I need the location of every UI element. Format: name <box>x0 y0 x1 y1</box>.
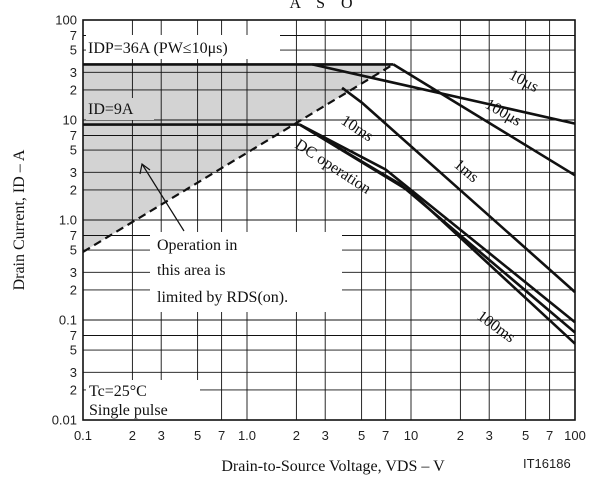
condition-tc: Tc=25°C <box>89 383 147 400</box>
label-10us: 10μs <box>506 67 541 96</box>
y-tick-label: 5 <box>70 43 77 58</box>
y-tick-label: 5 <box>70 243 77 258</box>
label-1ms: 1ms <box>450 156 481 186</box>
x-tick-label: 3 <box>158 428 165 443</box>
x-axis-label: Drain-to-Source Voltage, VDS – V <box>221 458 445 475</box>
x-tick-label: 10 <box>404 428 418 443</box>
y-tick-label: 3 <box>70 165 77 180</box>
y-tick-label: 100 <box>55 13 77 28</box>
y-tick-label: 0.1 <box>59 313 77 328</box>
x-tick-label: 5 <box>522 428 529 443</box>
y-tick-label: 5 <box>70 343 77 358</box>
operation-note-line2: this area is <box>157 262 225 279</box>
y-tick-label: 3 <box>70 65 77 80</box>
x-tick-label: 7 <box>546 428 553 443</box>
y-tick-label: 5 <box>70 143 77 158</box>
y-tick-label: 7 <box>70 128 77 143</box>
condition-pulse: Single pulse <box>89 402 168 419</box>
operation-arrow <box>141 163 185 232</box>
x-tick-label: 2 <box>293 428 300 443</box>
y-tick-label: 2 <box>70 282 77 297</box>
rds-limited-area <box>83 64 394 252</box>
x-tick-label: 100 <box>564 428 586 443</box>
idp-label-bg <box>86 35 280 59</box>
x-tick-label: 5 <box>194 428 201 443</box>
operation-note-line1: Operation in <box>157 237 237 254</box>
x-tick-label: 3 <box>322 428 329 443</box>
operation-arrowhead <box>139 162 151 175</box>
series-line-100ms <box>299 123 576 334</box>
idp-label: IDP=36A (PW≤10μs) <box>88 40 228 57</box>
y-tick-label: 0.01 <box>52 413 77 428</box>
y-tick-label: 2 <box>70 82 77 97</box>
condition-note-bg <box>86 380 200 420</box>
label-100us: 100μs <box>482 96 524 130</box>
label-100ms: 100ms <box>474 307 519 346</box>
operation-note-bg <box>150 232 342 312</box>
y-tick-label: 7 <box>70 328 77 343</box>
x-tick-label: 1.0 <box>238 428 256 443</box>
y-tick-label: 2 <box>70 382 77 397</box>
id-label-bg <box>86 98 154 120</box>
plot-frame <box>82 19 576 421</box>
y-tick-label: 10 <box>63 113 77 128</box>
x-tick-label: 2 <box>129 428 136 443</box>
x-tick-label: 0.1 <box>74 428 92 443</box>
x-tick-label: 7 <box>382 428 389 443</box>
y-axis-label: Drain Current, ID – A <box>11 149 28 290</box>
x-tick-label: 2 <box>457 428 464 443</box>
series-line-rds-on-limit <box>82 63 394 253</box>
series-line-100-s <box>392 63 576 177</box>
id-label: ID=9A <box>88 101 134 118</box>
x-tick-label: 7 <box>218 428 225 443</box>
y-tick-label: 3 <box>70 265 77 280</box>
y-tick-label: 1.0 <box>59 213 77 228</box>
label-10ms: 10ms <box>338 112 376 145</box>
x-tick-label: 3 <box>486 428 493 443</box>
y-tick-label: 7 <box>70 28 77 43</box>
series-line-10ms <box>299 123 576 324</box>
x-tick-label: 5 <box>358 428 365 443</box>
figure-code: IT16186 <box>523 456 571 471</box>
series-line-1ms <box>341 86 576 294</box>
operation-note-line3: limited by RDS(on). <box>157 289 288 306</box>
chart-title: A S O <box>289 0 358 12</box>
y-tick-label: 2 <box>70 182 77 197</box>
y-tick-label: 3 <box>70 365 77 380</box>
y-tick-label: 7 <box>70 228 77 243</box>
